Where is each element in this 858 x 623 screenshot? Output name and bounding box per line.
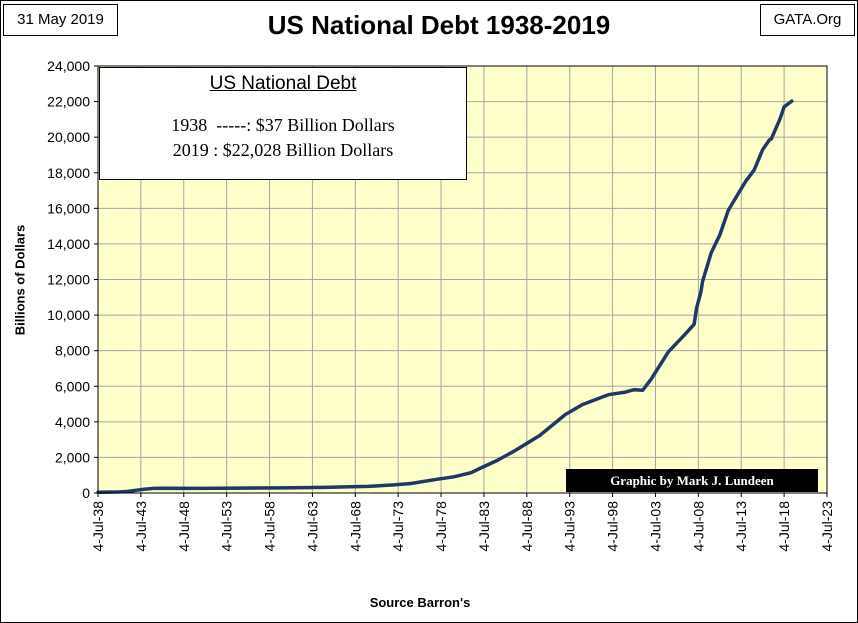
x-tick-label: 4-Jul-43 bbox=[133, 501, 149, 552]
y-axis-label: Billions of Dollars bbox=[12, 224, 28, 336]
x-tick-label: 4-Jul-03 bbox=[647, 501, 663, 552]
y-tick-label: 10,000 bbox=[47, 307, 90, 323]
x-tick-label: 4-Jul-98 bbox=[605, 501, 621, 552]
y-tick-label: 24,000 bbox=[47, 58, 90, 74]
x-tick-label: 4-Jul-73 bbox=[390, 501, 406, 552]
y-tick-label: 6,000 bbox=[55, 378, 90, 394]
y-tick-label: 16,000 bbox=[47, 200, 90, 216]
x-tick-label: 4-Jul-38 bbox=[90, 501, 106, 552]
x-tick-label: 4-Jul-63 bbox=[304, 501, 320, 552]
x-tick-label: 4-Jul-58 bbox=[262, 501, 278, 552]
x-tick-label: 4-Jul-23 bbox=[819, 501, 835, 552]
x-tick-label: 4-Jul-78 bbox=[433, 501, 449, 552]
date-label: 31 May 2019 bbox=[3, 4, 118, 36]
y-tick-label: 22,000 bbox=[47, 94, 90, 110]
credit-label: Graphic by Mark J. Lundeen bbox=[566, 469, 818, 492]
x-axis-label: Source Barron's bbox=[369, 595, 471, 610]
summary-title: US National Debt bbox=[209, 73, 357, 94]
plot-border bbox=[97, 65, 828, 494]
summary-line-2019: 2019 : $22,028 Billion Dollars bbox=[172, 140, 394, 160]
y-tick-label: 12,000 bbox=[47, 272, 90, 288]
x-tick-label: 4-Jul-83 bbox=[476, 501, 492, 552]
y-tick-label: 0 bbox=[82, 485, 90, 501]
x-tick-label: 4-Jul-88 bbox=[519, 501, 535, 552]
x-tick-label: 4-Jul-93 bbox=[562, 501, 578, 552]
x-tick-label: 4-Jul-53 bbox=[219, 501, 235, 552]
summary-line-1938: 1938 -----: $37 Billion Dollars bbox=[171, 115, 395, 135]
x-tick-label: 4-Jul-13 bbox=[733, 501, 749, 552]
x-tick-label: 4-Jul-08 bbox=[690, 501, 706, 552]
x-tick-label: 4-Jul-18 bbox=[776, 501, 792, 552]
series-line bbox=[96, 99, 794, 495]
chart-title: US National Debt 1938-2019 bbox=[267, 10, 611, 40]
summary-box: US National Debt 1938 -----: $37 Billion… bbox=[99, 67, 467, 180]
y-tick-label: 8,000 bbox=[55, 343, 90, 359]
y-axis-ticks: 0 2,000 4,000 6,000 8,000 10,000 12,000 14,000 1… bbox=[47, 58, 98, 501]
y-tick-label: 20,000 bbox=[47, 129, 90, 145]
x-axis-ticks: 4-Jul-38 4-Jul-43 4-Jul-48 4-Jul-53 4-Jul-58… bbox=[90, 493, 835, 552]
y-tick-label: 14,000 bbox=[47, 236, 90, 252]
y-tick-label: 2,000 bbox=[55, 449, 90, 465]
y-tick-label: 4,000 bbox=[55, 414, 90, 430]
source-tag: GATA.Org bbox=[760, 4, 855, 36]
y-tick-label: 18,000 bbox=[47, 165, 90, 181]
x-tick-label: 4-Jul-48 bbox=[176, 501, 192, 552]
x-tick-label: 4-Jul-68 bbox=[347, 501, 363, 552]
